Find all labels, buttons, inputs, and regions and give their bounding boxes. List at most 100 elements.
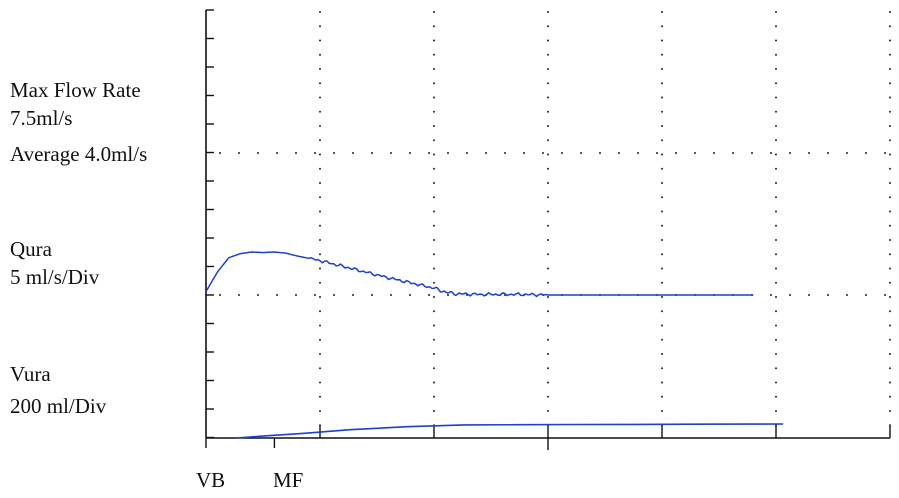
grid-dot [547, 281, 549, 284]
grid-dot [390, 294, 392, 296]
chart-axes [205, 9, 891, 450]
grid-dot [319, 353, 321, 355]
grid-dot [547, 395, 549, 398]
grid-dot [661, 281, 663, 284]
grid-dot [547, 324, 549, 327]
grid-dot [661, 338, 663, 341]
grid-dot [409, 294, 411, 296]
grid-dot [433, 281, 435, 284]
grid-dot [661, 25, 663, 28]
grid-dot [775, 196, 777, 199]
grid-dot [661, 367, 663, 370]
grid-dot [295, 294, 297, 296]
grid-dot [661, 224, 663, 227]
grid-dot [889, 267, 891, 270]
grid-dot [319, 239, 321, 241]
grid-dot [352, 294, 354, 296]
grid-dot [390, 152, 392, 154]
grid-dot [561, 152, 563, 154]
grid-dot [775, 25, 777, 28]
grid-dot [319, 96, 321, 99]
grid-dot [775, 410, 777, 412]
grid-dot [661, 353, 663, 355]
qura-channel-scale: 5 ml/s/Div [10, 265, 100, 289]
grid-dot [371, 152, 373, 154]
grid-dot [775, 125, 777, 127]
grid-dot [547, 39, 549, 42]
vura-channel-name: Vura [10, 362, 51, 386]
grid-dot [661, 53, 663, 56]
grid-dot [433, 153, 435, 156]
grid-dot [219, 152, 221, 154]
chart-traces [205, 251, 784, 439]
grid-dot [661, 182, 663, 184]
grid-dot [808, 294, 810, 296]
grid-dot [889, 39, 891, 42]
grid-dot [433, 167, 435, 170]
grid-dot [889, 395, 891, 398]
grid-dot [433, 367, 435, 370]
grid-dot [775, 82, 777, 85]
grid-dot [428, 294, 430, 296]
grid-dot [547, 110, 549, 113]
grid-dot [319, 11, 321, 13]
grid-dot [523, 152, 525, 154]
grid-dot [661, 96, 663, 99]
grid-dot [542, 152, 544, 154]
grid-dot [770, 294, 772, 296]
grid-dot [775, 338, 777, 341]
vb-marker-label: VB [196, 468, 226, 492]
grid-dot [661, 253, 663, 256]
grid-dot [319, 53, 321, 56]
grid-dot [775, 167, 777, 170]
grid-dot [504, 152, 506, 154]
grid-dot [447, 152, 449, 154]
grid-dot [889, 53, 891, 56]
grid-dot [661, 381, 663, 384]
grid-dot [319, 296, 321, 298]
mf-marker-label: MF [273, 468, 304, 492]
grid-dot [846, 294, 848, 296]
grid-dot [319, 39, 321, 42]
grid-dot [547, 53, 549, 56]
grid-dot [433, 338, 435, 341]
grid-dot [547, 239, 549, 241]
grid-dot [770, 152, 772, 154]
grid-dot [547, 410, 549, 412]
grid-dot [775, 324, 777, 327]
grid-dot [775, 182, 777, 184]
grid-dot [775, 381, 777, 384]
grid-dot [889, 424, 891, 427]
grid-dot [789, 152, 791, 154]
grid-dot [433, 11, 435, 13]
grid-dot [547, 182, 549, 184]
grid-dot [661, 410, 663, 412]
grid-dot [314, 294, 316, 296]
grid-dot [333, 294, 335, 296]
grid-dot [547, 296, 549, 298]
grid-dot [618, 152, 620, 154]
grid-dot [433, 182, 435, 184]
grid-dot [865, 152, 867, 154]
grid-dot [547, 167, 549, 170]
grid-dot [661, 196, 663, 199]
grid-dot [865, 294, 867, 296]
grid-dot [547, 338, 549, 341]
grid-dot [827, 294, 829, 296]
grid-dot [314, 152, 316, 154]
grid-dot [319, 281, 321, 284]
grid-dot [808, 152, 810, 154]
grid-dot [889, 281, 891, 284]
grid-dot [319, 381, 321, 384]
grid-dot [751, 152, 753, 154]
grid-dot [661, 239, 663, 241]
grid-dot [889, 153, 891, 156]
grid-dot [433, 224, 435, 227]
grid-dot [889, 167, 891, 170]
grid-dot [775, 210, 777, 213]
grid-dot [547, 310, 549, 313]
grid-dot [547, 68, 549, 70]
grid-dot [547, 153, 549, 156]
grid-dot [637, 152, 639, 154]
grid-dot [433, 25, 435, 28]
